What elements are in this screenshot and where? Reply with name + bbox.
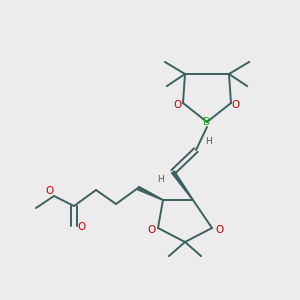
Text: B: B — [203, 117, 211, 127]
Text: O: O — [232, 100, 240, 110]
Text: H: H — [206, 137, 212, 146]
Text: O: O — [78, 222, 86, 232]
Text: H: H — [157, 175, 164, 184]
Text: O: O — [215, 225, 223, 235]
Polygon shape — [172, 171, 193, 200]
Text: O: O — [174, 100, 182, 110]
Polygon shape — [137, 186, 163, 200]
Text: O: O — [147, 225, 155, 235]
Text: O: O — [46, 186, 54, 196]
